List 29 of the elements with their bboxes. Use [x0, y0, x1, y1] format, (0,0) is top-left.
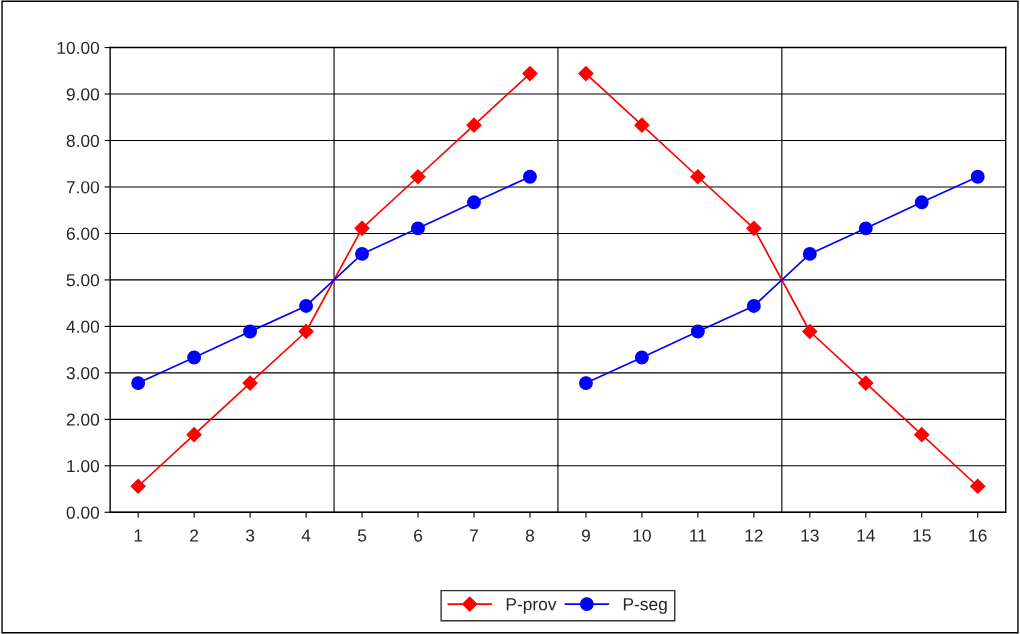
x-tick-label: 12 — [745, 529, 763, 542]
y-tick-label: 3.00 — [66, 367, 100, 380]
x-tick-label: 3 — [245, 529, 255, 542]
x-tick-label: 15 — [913, 529, 931, 542]
x-tick-label: 2 — [190, 529, 199, 542]
x-tick-label: 10 — [633, 529, 651, 542]
x-tick-label: 14 — [857, 529, 875, 542]
y-tick-label: 6.00 — [66, 227, 100, 240]
legend-label: P-seg — [623, 598, 667, 614]
x-tick-label: 7 — [470, 529, 478, 542]
x-tick-label: 13 — [801, 529, 819, 542]
x-tick-label: 8 — [525, 529, 535, 542]
y-tick-label: 9.00 — [66, 88, 100, 101]
y-tick-label: 0.00 — [66, 506, 100, 519]
y-tick-label: 10.00 — [57, 41, 100, 55]
x-tick-label: 1 — [134, 529, 143, 542]
y-tick-label: 5.00 — [66, 274, 100, 287]
y-tick-label: 2.00 — [66, 413, 100, 426]
x-tick-label: 4 — [301, 529, 311, 542]
y-tick-label: 7.00 — [66, 181, 100, 194]
x-tick-label: 5 — [357, 529, 367, 542]
y-tick-label: 8.00 — [66, 134, 100, 147]
x-tick-label: 16 — [969, 529, 987, 542]
x-tick-label: 11 — [690, 529, 707, 542]
legend-label: P-prov — [506, 598, 557, 614]
y-tick-label: 1.00 — [67, 459, 100, 473]
x-tick-label: 9 — [581, 529, 590, 542]
x-tick-label: 6 — [414, 529, 423, 542]
y-tick-label: 4.00 — [66, 320, 100, 333]
